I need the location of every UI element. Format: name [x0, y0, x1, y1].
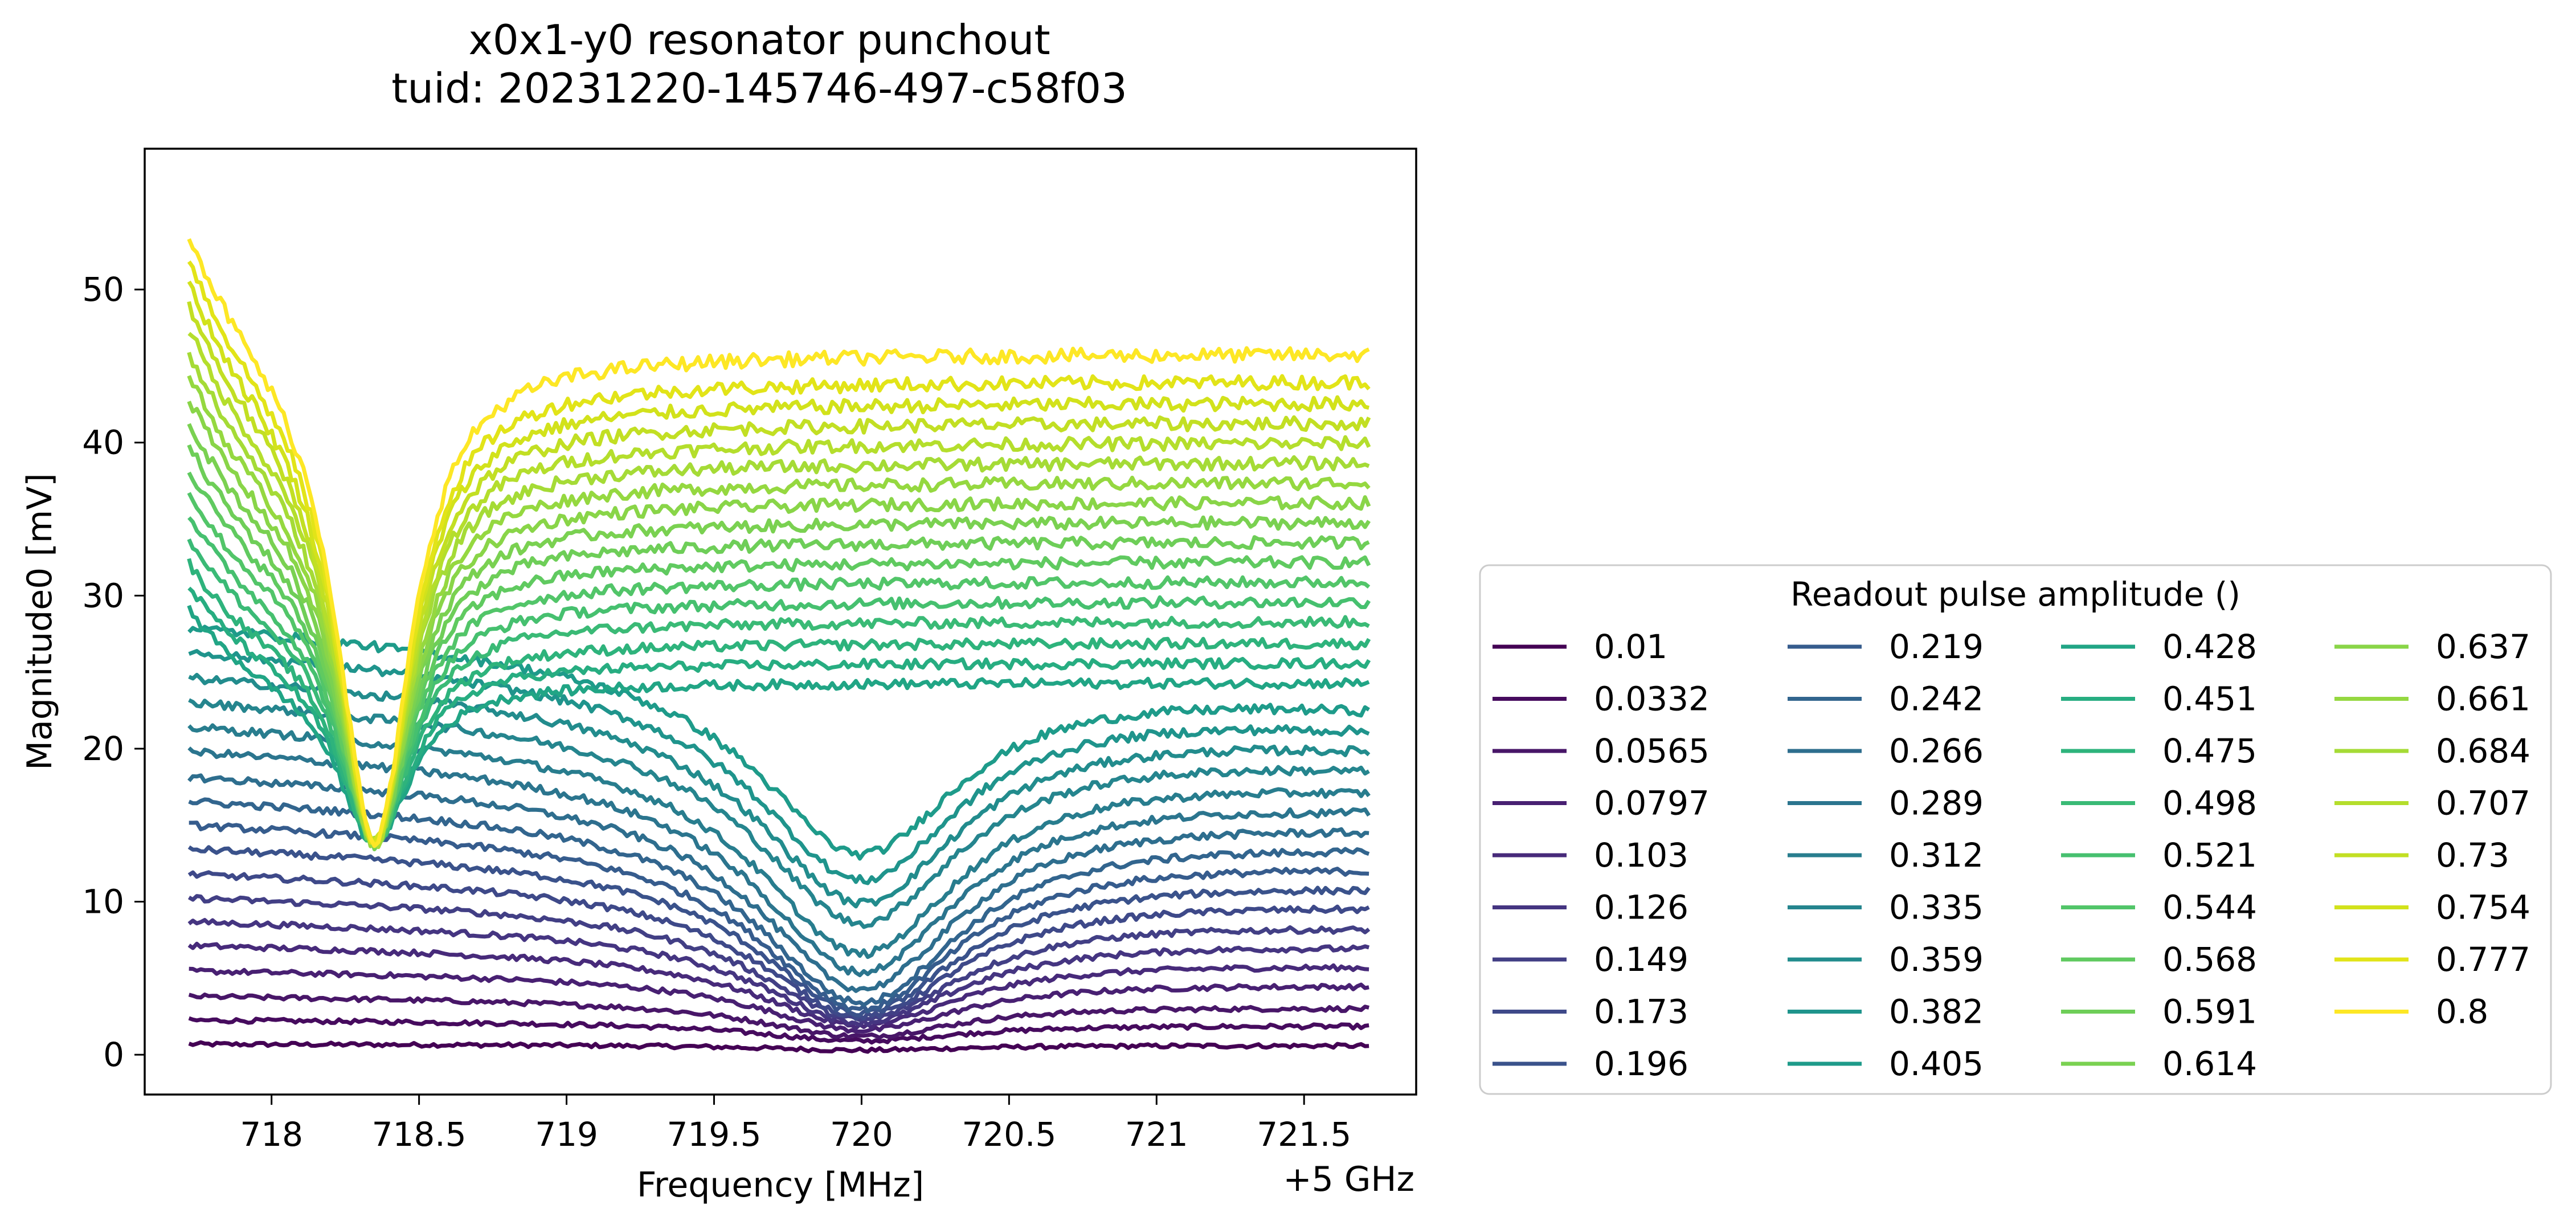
- y-tick-label: 30: [82, 576, 124, 615]
- x-axis-label: Frequency [MHz]: [637, 1165, 924, 1205]
- y-tick-label: 40: [82, 423, 124, 462]
- legend-label: 0.777: [2436, 940, 2530, 979]
- series-line: [187, 870, 1370, 1021]
- x-tick-label: 718: [240, 1115, 303, 1154]
- series-line: [187, 624, 1370, 861]
- x-tick-label: 720.5: [962, 1115, 1056, 1154]
- legend-label: 0.521: [2162, 836, 2257, 875]
- legend-label: 0.568: [2162, 940, 2257, 979]
- legend-label: 0.173: [1594, 993, 1688, 1031]
- y-tick-label: 0: [103, 1035, 124, 1074]
- legend-label: 0.0797: [1594, 784, 1710, 823]
- series-line: [187, 773, 1369, 993]
- series-line: [187, 918, 1370, 1027]
- plot-frame: [144, 148, 1417, 1096]
- legend-label: 0.661: [2436, 680, 2530, 718]
- legend-label: 0.544: [2162, 888, 2257, 927]
- y-tick-label: 10: [82, 883, 124, 921]
- y-tick-label: 20: [82, 729, 124, 768]
- legend-frame: [1479, 564, 2552, 1095]
- series-layer: [187, 238, 1371, 1054]
- x-offset-label: +5 GHz: [1283, 1159, 1414, 1199]
- x-tick-label: 721.5: [1257, 1115, 1351, 1154]
- legend-label: 0.359: [1889, 940, 1984, 979]
- x-tick-label: 719: [535, 1115, 598, 1154]
- legend-label: 0.684: [2436, 732, 2530, 770]
- y-axis: 0 10 20 30 40 50: [82, 270, 145, 1074]
- legend-label: 0.405: [1889, 1044, 1984, 1083]
- legend: Readout pulse amplitude () 0.010.03320.0…: [1479, 564, 2552, 1095]
- legend-label: 0.382: [1889, 993, 1984, 1031]
- series-line: [189, 820, 1369, 1014]
- legend-label: 0.103: [1594, 836, 1688, 875]
- series-line: [188, 649, 1370, 885]
- legend-label: 0.126: [1594, 888, 1688, 927]
- legend-label: 0.312: [1889, 836, 1984, 875]
- x-tick-label: 719.5: [667, 1115, 761, 1154]
- legend-label: 0.0565: [1594, 732, 1710, 770]
- legend-label: 0.01: [1594, 627, 1667, 666]
- series-line: [187, 941, 1369, 1030]
- legend-label: 0.73: [2436, 836, 2509, 875]
- series-line: [188, 1040, 1369, 1054]
- legend-label: 0.637: [2436, 627, 2530, 666]
- x-axis: 718 718.5 719 719.5 720 720.5 721 721.5: [240, 1095, 1351, 1154]
- legend-label: 0.0332: [1594, 680, 1710, 718]
- series-line: [187, 746, 1371, 978]
- legend-label: 0.475: [2162, 732, 2257, 770]
- legend-label: 0.196: [1594, 1044, 1688, 1083]
- legend-label: 0.219: [1889, 627, 1984, 666]
- chart-subtitle: tuid: 20231220-145746-497-c58f03: [391, 64, 1127, 112]
- plot-area: [187, 238, 1371, 1054]
- legend-label: 0.498: [2162, 784, 2257, 823]
- series-line: [188, 672, 1371, 909]
- legend-label: 0.754: [2436, 888, 2530, 927]
- series-line: [188, 1016, 1369, 1045]
- x-tick-label: 718.5: [372, 1115, 467, 1154]
- series-line: [189, 966, 1369, 1034]
- legend-label: 0.266: [1889, 732, 1984, 770]
- legend-label: 0.591: [2162, 993, 2257, 1031]
- legend-label: 0.614: [2162, 1044, 2257, 1083]
- legend-label: 0.149: [1594, 940, 1688, 979]
- y-axis-label: Magnitude0 [mV]: [20, 473, 60, 770]
- series-line: [187, 238, 1370, 848]
- series-line: [188, 993, 1369, 1040]
- legend-label: 0.8: [2436, 993, 2488, 1031]
- series-line: [187, 894, 1371, 1022]
- chart-title: x0x1-y0 resonator punchout: [468, 16, 1050, 64]
- legend-title: Readout pulse amplitude (): [1790, 575, 2240, 614]
- y-tick-label: 50: [82, 270, 124, 309]
- x-tick-label: 720: [830, 1115, 893, 1154]
- series-line: [187, 723, 1371, 959]
- legend-label: 0.289: [1889, 784, 1984, 823]
- series-line: [188, 698, 1370, 929]
- legend-label: 0.335: [1889, 888, 1984, 927]
- legend-label: 0.428: [2162, 627, 2257, 666]
- legend-label: 0.707: [2436, 784, 2530, 823]
- series-line: [187, 845, 1371, 1018]
- legend-label: 0.451: [2162, 680, 2257, 718]
- legend-label: 0.242: [1889, 680, 1984, 718]
- legend-entries: 0.01 0.0332 0.0565 0.0797 0.103 0.126 0.149 0.1…: [1493, 627, 2530, 1083]
- x-tick-label: 721: [1125, 1115, 1188, 1154]
